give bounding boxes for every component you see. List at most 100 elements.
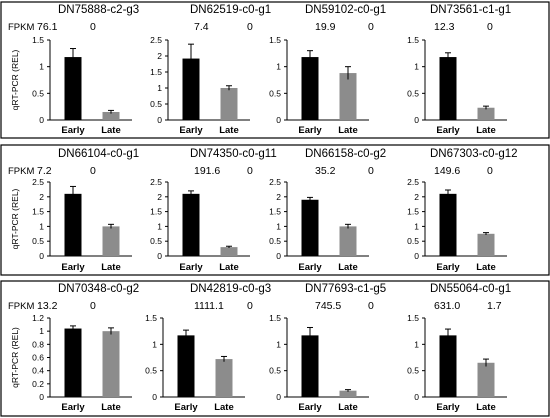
chart-2: DN62519-c0-g1 7.4 0 0 0.5 1 1.5 2 2.5 Early Late [150,4,271,136]
fpkm-label: FPKM [8,166,34,177]
y-tick-label: 1 [276,221,281,231]
y-tick-label: 1.2 [32,313,44,323]
chart-8: DN67303-c0-g12 149.6 0 0 0.5 1 1.5 2 2.5 Early Lat… [407,148,517,273]
y-tick-label: 1.5 [407,313,419,323]
y-tick-label: 0 [414,251,419,261]
fpkm-late-value: 0 [90,165,96,177]
x-tick-label: Early [61,125,85,136]
y-tick-label: 0 [39,115,44,125]
chart-title: DN66104-c0-g1 [58,148,139,160]
chart-7: DN66158-c0-g2 35.2 0 0 0.5 1 1.5 2 2.5 Early Late [269,148,386,273]
x-tick-label: Early [436,125,460,136]
y-tick-label: 1.5 [32,35,44,45]
x-tick-label: Early [61,262,85,273]
bar-early [64,193,82,256]
y-tick-label: 0 [414,115,419,125]
bar-late [339,226,357,256]
chart-title: DN73561-c1-g1 [430,4,511,16]
fpkm-late-value: 1.7 [487,300,502,312]
chart-title: DN70348-c0-g2 [58,283,139,295]
fpkm-late-value: 0 [487,21,493,33]
y-tick-label: 1.5 [269,207,281,217]
y-tick-label: 0 [157,251,162,261]
x-tick-label: Late [219,262,239,273]
fpkm-early-value: 13.2 [37,300,58,312]
bar-late [102,331,120,397]
bar-late [220,88,238,120]
x-tick-label: Late [101,262,121,273]
fpkm-late-value: 0 [247,300,253,312]
y-tick-label: 0.5 [269,88,281,98]
bar-early [301,57,319,120]
y-tick-label: 1 [414,339,419,349]
y-tick-label: 0.4 [32,366,44,376]
y-tick-label: 0 [39,392,44,402]
fpkm-late-value: 0 [368,165,374,177]
chart-6: DN74350-c0-g11 191.6 0 0 0.5 1 1.5 2 2.5 Early Lat… [150,148,277,273]
chart-10: DN42819-c0-g3 1111.1 0 0 0.5 1 1.5 Early Late [145,283,271,413]
y-tick-label: 1.5 [407,35,419,45]
y-tick-label: 1 [414,62,419,72]
fpkm-early-value: 35.2 [315,165,336,177]
chart-title: DN59102-c0-g1 [305,4,386,16]
y-tick-label: 0.8 [32,339,44,349]
bar-early [64,57,82,120]
y-tick-label: 0 [414,392,419,402]
y-tick-label: 0 [276,251,281,261]
bar-late [339,73,357,120]
y-tick-label: 1.5 [269,313,281,323]
y-tick-label: 0.5 [407,236,419,246]
bar-late [477,107,495,120]
y-tick-label: 1 [39,221,44,231]
x-tick-label: Early [174,402,198,413]
x-tick-label: Late [101,125,121,136]
bar-early [301,335,319,397]
x-tick-label: Late [476,262,496,273]
bar-late [339,390,357,397]
y-tick-label: 1.5 [407,207,419,217]
chart-title: DN74350-c0-g11 [190,148,277,160]
chart-title: DN62519-c0-g1 [190,4,271,16]
x-tick-label: Late [476,125,496,136]
fpkm-early-value: 76.1 [37,21,58,33]
y-tick-label: 2 [157,192,162,202]
y-tick-label: 1 [276,339,281,349]
chart-5: DN66104-c0-g1 7.2 0 0 0.5 1 1.5 2 2.5 Early Late [32,148,139,273]
y-tick-label: 1 [414,221,419,231]
x-tick-label: Late [219,125,239,136]
y-tick-label: 1.5 [150,207,162,217]
bar-early [301,199,319,256]
fpkm-early-value: 1111.1 [194,300,224,312]
y-tick-label: 0.6 [32,353,44,363]
y-tick-label: 1 [39,326,44,336]
fpkm-early-value: 19.9 [315,21,336,33]
fpkm-late-value: 0 [487,165,493,177]
fpkm-late-value: 0 [90,21,96,33]
y-tick-label: 1 [157,83,162,93]
x-tick-label: Early [298,125,322,136]
y-tick-label: 0.5 [150,236,162,246]
bar-late [102,226,120,256]
y-tick-label: 2 [414,192,419,202]
y-tick-label: 2 [276,192,281,202]
chart-title: DN75888-c2-g3 [58,4,139,16]
x-tick-label: Late [338,125,358,136]
bar-late [477,362,495,397]
y-axis-label: qRT-PCR (REL) [10,327,20,388]
y-tick-label: 1.5 [145,313,157,323]
row-panel-2 [0,144,550,276]
row-panel-1 [0,1,550,139]
y-tick-label: 0.5 [32,236,44,246]
bar-early [439,193,457,256]
bar-late [477,233,495,256]
y-tick-label: 2.5 [407,177,419,187]
y-tick-label: 1 [157,221,162,231]
y-tick-label: 0 [276,115,281,125]
x-tick-label: Late [338,262,358,273]
fpkm-early-value: 7.4 [194,21,209,33]
fpkm-late-value: 0 [368,21,374,33]
y-tick-label: 2 [39,192,44,202]
fpkm-label: FPKM [8,22,34,33]
